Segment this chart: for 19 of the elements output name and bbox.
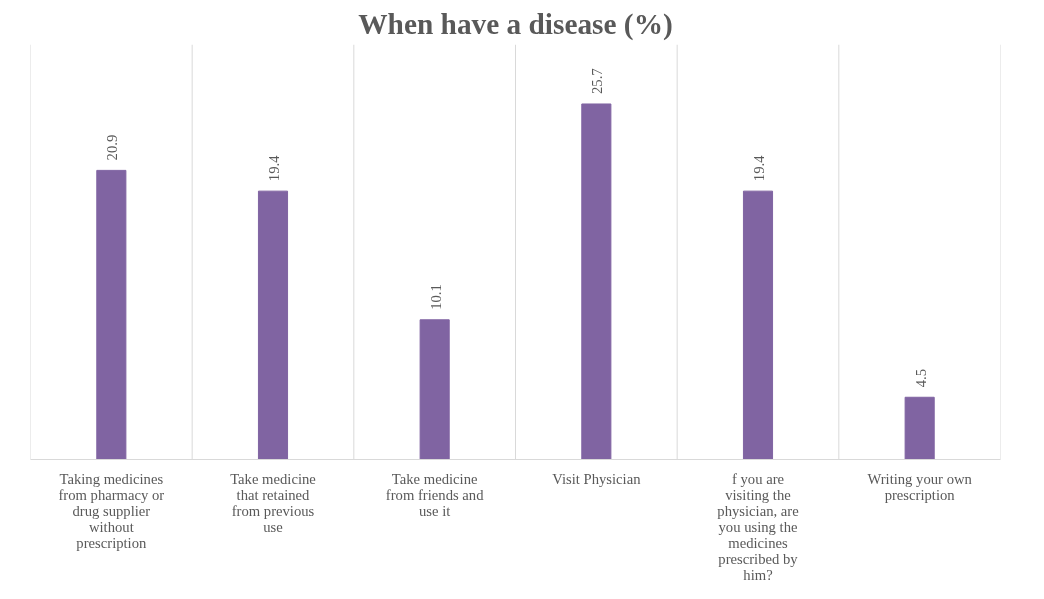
x-tick-label: Take medicine that retained from previous use: [230, 470, 316, 535]
chart-title: When have a disease (%): [358, 7, 673, 41]
bar: [904, 396, 935, 460]
x-tick-label: Take medicine from friends and use it: [385, 470, 485, 519]
data-label: 10.1: [427, 284, 444, 310]
x-tick-label: f you are visiting the physician, are you using the medicines prescribed by him?: [717, 470, 799, 583]
data-label: 20.9: [104, 134, 121, 161]
data-label: 4.5: [912, 368, 929, 388]
x-tick-label: Taking medicines from pharmacy or drug supplier without prescription: [58, 470, 165, 551]
bar: [742, 190, 774, 460]
data-label: 19.4: [266, 154, 282, 182]
bar: [419, 319, 450, 460]
x-tick-label: Writing your own prescription: [867, 470, 973, 503]
bar: [257, 190, 289, 460]
data-label: 25.7: [589, 68, 606, 94]
x-tick-label: Visit Physician: [552, 470, 642, 487]
bar: [581, 103, 612, 460]
bar: [96, 169, 127, 460]
data-label: 19.4: [751, 154, 767, 182]
